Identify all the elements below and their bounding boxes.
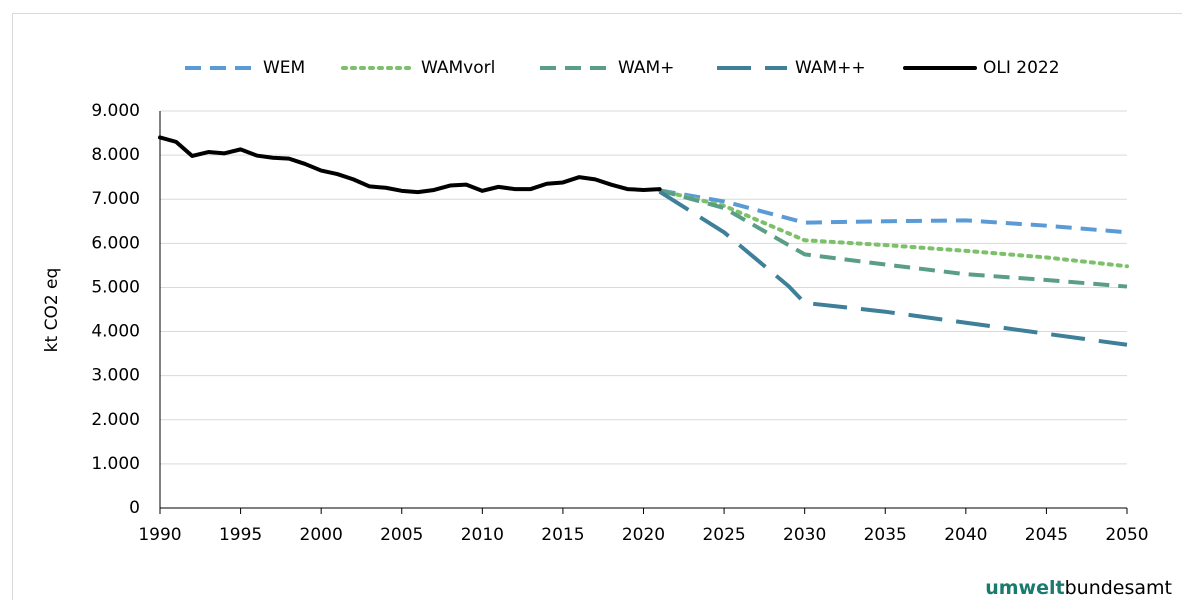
y-tick-label: 3.000 [91, 366, 140, 386]
series-line [659, 188, 1128, 235]
x-tick-label: 2040 [944, 525, 987, 545]
x-tick-label: 2000 [300, 525, 343, 545]
series-line [158, 135, 662, 195]
logo: umweltbundesamt [985, 577, 1172, 599]
legend-label: OLI 2022 [983, 58, 1060, 78]
series-line [659, 188, 1128, 289]
x-tick-label: 2050 [1105, 525, 1148, 545]
legend-label: WAM+ [618, 58, 674, 78]
x-tick-label: 2020 [622, 525, 665, 545]
y-tick-label: 8.000 [91, 145, 140, 165]
y-tick-label: 5.000 [91, 277, 140, 297]
x-tick-label: 2015 [541, 525, 584, 545]
y-tick-label: 2.000 [91, 410, 140, 430]
y-tick-label: 4.000 [91, 322, 140, 342]
y-axis-label: kt CO2 eq [42, 268, 62, 353]
x-tick-label: 2035 [864, 525, 907, 545]
x-tick-label: 2030 [783, 525, 826, 545]
x-tick-label: 2045 [1025, 525, 1068, 545]
legend-label: WEM [263, 58, 305, 78]
legend-label: WAMvorl [421, 58, 495, 78]
logo-bold: umwelt [985, 577, 1064, 599]
series-line [657, 188, 1129, 269]
y-tick-label: 7.000 [91, 189, 140, 209]
x-tick-label: 2025 [702, 525, 745, 545]
x-tick-label: 2010 [461, 525, 504, 545]
y-tick-label: 0 [129, 498, 140, 518]
legend-label: WAM++ [795, 58, 866, 78]
y-tick-label: 9.000 [91, 101, 140, 121]
logo-rest: bundesamt [1065, 577, 1172, 599]
chart-frame [12, 13, 1182, 600]
x-tick-label: 2005 [380, 525, 423, 545]
x-tick-label: 1990 [138, 525, 181, 545]
y-tick-label: 6.000 [91, 233, 140, 253]
y-tick-label: 1.000 [91, 454, 140, 474]
x-tick-label: 1995 [219, 525, 262, 545]
series-line [658, 190, 1128, 347]
